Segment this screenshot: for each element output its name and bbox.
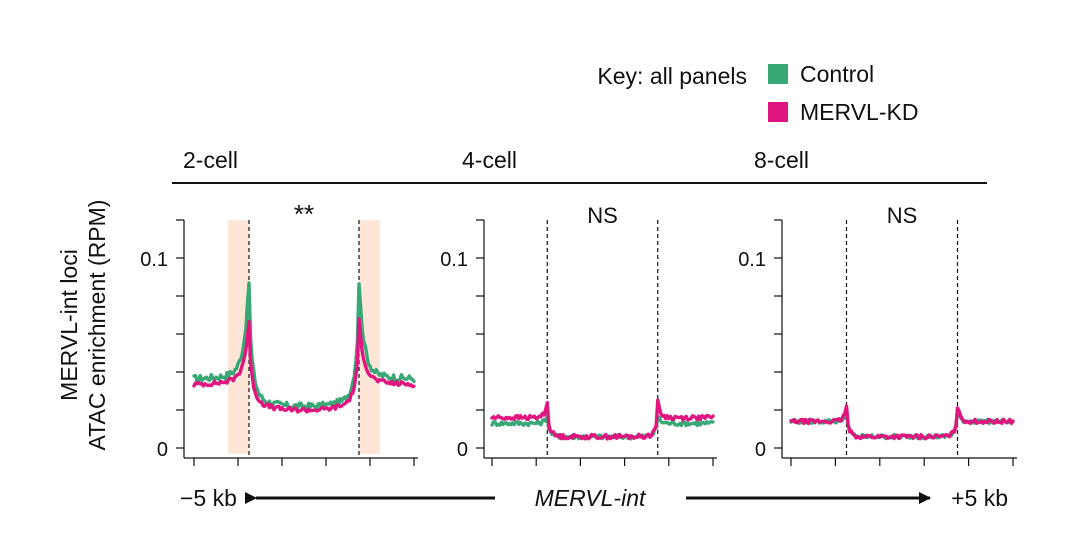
y-tick-label: 0.1 (440, 249, 468, 271)
series-line-mervl-kd (192, 317, 416, 414)
legend-label-mervl-kd: MERVL-KD (800, 99, 918, 125)
y-axis-label: MERVL-int loci ATAC enrichment (RPM) (56, 200, 110, 451)
y-axis-label-line1: MERVL-int loci (56, 249, 82, 401)
highlight-region (359, 220, 380, 454)
y-tick-label: 0 (157, 439, 168, 461)
panels: 0 0.1 ** 0 0.1 NS 0 0.1 NS (140, 199, 1017, 466)
x-axis-left-label: −5 kb (180, 485, 237, 511)
x-axis-description: −5 kb MERVL-int +5 kb (180, 485, 1008, 511)
y-tick-label: 0.1 (140, 249, 168, 271)
panel-title-4-cell: 4-cell (462, 147, 517, 173)
legend-swatch-control (768, 64, 788, 84)
y-axis-label-line2: ATAC enrichment (RPM) (84, 200, 110, 451)
x-axis-right-label: +5 kb (951, 485, 1008, 511)
series-line-mervl-kd (789, 404, 1015, 441)
significance-label: NS (887, 203, 918, 228)
x-axis-center-label: MERVL-int (535, 485, 647, 511)
legend-title: Key: all panels (597, 63, 747, 89)
panel-title-8-cell: 8-cell (754, 147, 809, 173)
significance-label: ** (294, 199, 314, 229)
legend-swatch-mervl-kd (768, 102, 788, 122)
legend-label-control: Control (800, 61, 874, 87)
series-line-control (192, 281, 416, 411)
panel-8-cell: 0 0.1 NS (738, 203, 1017, 466)
panel-2-cell: 0 0.1 ** (140, 199, 418, 466)
panel-header: 2-cell 4-cell 8-cell (172, 147, 987, 184)
panel-4-cell: 0 0.1 NS (440, 203, 717, 466)
significance-label: NS (587, 203, 618, 228)
y-tick-label: 0 (457, 439, 468, 461)
panel-title-2-cell: 2-cell (183, 147, 238, 173)
y-tick-label: 0.1 (738, 249, 766, 271)
legend: Key: all panels Control MERVL-KD (597, 61, 918, 125)
series-line-mervl-kd (490, 398, 715, 441)
highlight-region (228, 220, 249, 454)
y-tick-label: 0 (755, 439, 766, 461)
